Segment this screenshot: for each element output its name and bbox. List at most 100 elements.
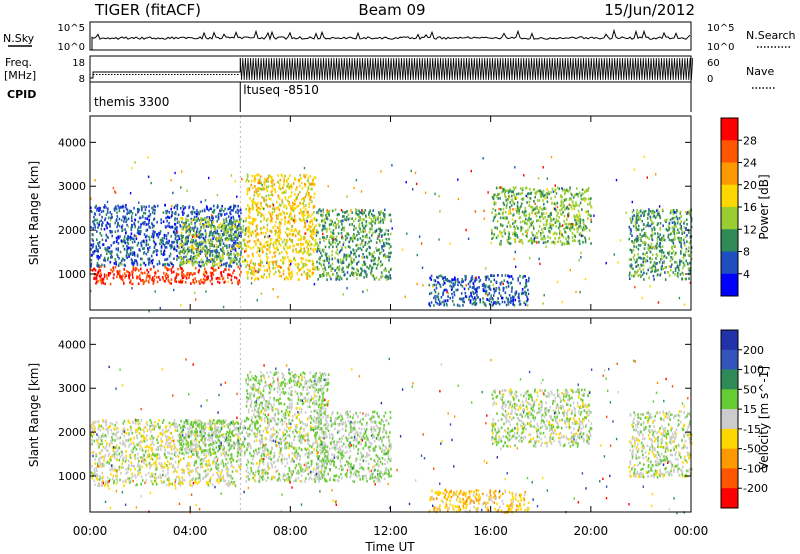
power-echo-cell	[674, 260, 676, 264]
power-echo-cell	[513, 303, 516, 307]
power-echo-cell	[217, 245, 220, 248]
power-echo-cell	[293, 257, 295, 261]
power-echo-cell	[364, 241, 367, 244]
power-echo-cell	[434, 294, 436, 298]
power-echo-cell	[325, 214, 327, 217]
power-echo-cell	[527, 279, 530, 283]
power-echo-cell	[360, 267, 363, 271]
power-echo-cell	[574, 235, 577, 238]
power-echo-cell	[410, 169, 412, 173]
power-echo-cell	[162, 253, 164, 257]
power-echo-cell	[326, 235, 328, 238]
power-echo-cell	[174, 171, 176, 175]
power-echo-cell	[416, 253, 418, 257]
power-echo-cell	[90, 248, 92, 251]
power-echo-cell	[257, 194, 259, 198]
power-echo-cell	[651, 245, 653, 249]
power-echo-cell	[562, 235, 565, 239]
power-echo-cell	[137, 228, 139, 231]
power-echo-cell	[494, 193, 496, 196]
power-echo-cell	[515, 291, 518, 295]
power-echo-cell	[300, 273, 303, 276]
power-echo-cell	[566, 226, 569, 230]
power-echo-cell	[259, 242, 262, 246]
power-echo-cell	[238, 220, 240, 224]
power-echo-cell	[560, 201, 562, 204]
power-echo-cell	[346, 215, 348, 219]
power-echo-cell	[499, 230, 501, 233]
power-echo-cell	[122, 215, 124, 219]
power-echo-cell	[660, 266, 663, 269]
power-echo-cell	[168, 225, 171, 228]
power-echo-cell	[173, 257, 175, 260]
power-echo-cell	[493, 216, 495, 220]
power-echo-cell	[181, 276, 184, 280]
power-echo-cell	[237, 211, 239, 215]
power-echo-cell	[653, 261, 656, 264]
power-echo-cell	[332, 236, 335, 239]
power-echo-cell	[326, 256, 328, 260]
power-echo-cell	[507, 220, 510, 224]
power-echo-cell	[673, 216, 676, 220]
power-echo-cell	[255, 188, 257, 191]
power-echo-cell	[546, 193, 548, 197]
power-echo-cell	[474, 297, 476, 300]
power-echo-cell	[163, 253, 166, 256]
power-echo-cell	[346, 232, 348, 235]
power-echo-cell	[649, 285, 651, 288]
power-echo-cell	[116, 275, 118, 279]
power-echo-cell	[539, 206, 541, 209]
power-echo-cell	[379, 240, 381, 244]
power-echo-cell	[156, 276, 158, 279]
power-echo-cell	[193, 281, 196, 285]
power-echo-cell	[234, 254, 236, 257]
power-echo-cell	[636, 211, 638, 214]
power-echo-cell	[575, 290, 577, 294]
power-echo-cell	[563, 214, 566, 218]
power-echo-cell	[671, 252, 673, 255]
power-echo-cell	[315, 242, 317, 246]
power-echo-cell	[205, 245, 207, 248]
power-echo-cell	[117, 248, 119, 252]
power-echo-cell	[245, 247, 248, 251]
power-echo-cell	[358, 222, 361, 226]
power-echo-cell	[649, 209, 652, 213]
power-echo-cell	[261, 261, 263, 264]
power-echo-cell	[100, 210, 103, 213]
power-echo-cell	[570, 197, 573, 201]
power-echo-cell	[564, 208, 566, 211]
power-echo-cell	[642, 260, 644, 264]
power-echo-cell	[671, 221, 674, 224]
power-echo-cell	[144, 263, 147, 267]
power-echo-cell	[513, 193, 515, 196]
power-echo-cell	[493, 301, 495, 304]
power-echo-cell	[578, 225, 580, 229]
power-echo-cell	[199, 233, 202, 237]
power-echo-cell	[154, 271, 157, 274]
power-echo-cell	[232, 221, 234, 224]
power-echo-cell	[567, 190, 569, 193]
power-echo-cell	[637, 256, 640, 260]
power-echo-cell	[679, 273, 682, 276]
power-echo-cell	[583, 197, 585, 200]
power-echo-cell	[527, 239, 530, 243]
nsearch-tick-top: 10^5	[707, 23, 734, 34]
power-echo-cell	[418, 235, 421, 238]
power-echo-cell	[505, 296, 508, 300]
power-echo-cell	[184, 206, 186, 209]
power-echo-cell	[207, 258, 209, 262]
power-echo-cell	[240, 211, 242, 215]
power-echo-cell	[361, 221, 363, 225]
power-echo-cell	[313, 226, 316, 229]
power-echo-cell	[303, 206, 305, 209]
power-echo-cell	[278, 239, 280, 243]
power-echo-cell	[276, 217, 278, 220]
power-echo-cell	[98, 256, 101, 259]
power-echo-cell	[492, 195, 495, 198]
power-echo-cell	[176, 241, 178, 245]
power-echo-cell	[631, 215, 634, 219]
power-echo-cell	[317, 248, 320, 251]
power-echo-cell	[95, 249, 98, 253]
power-echo-cell	[232, 261, 234, 264]
power-echo-cell	[137, 208, 140, 212]
